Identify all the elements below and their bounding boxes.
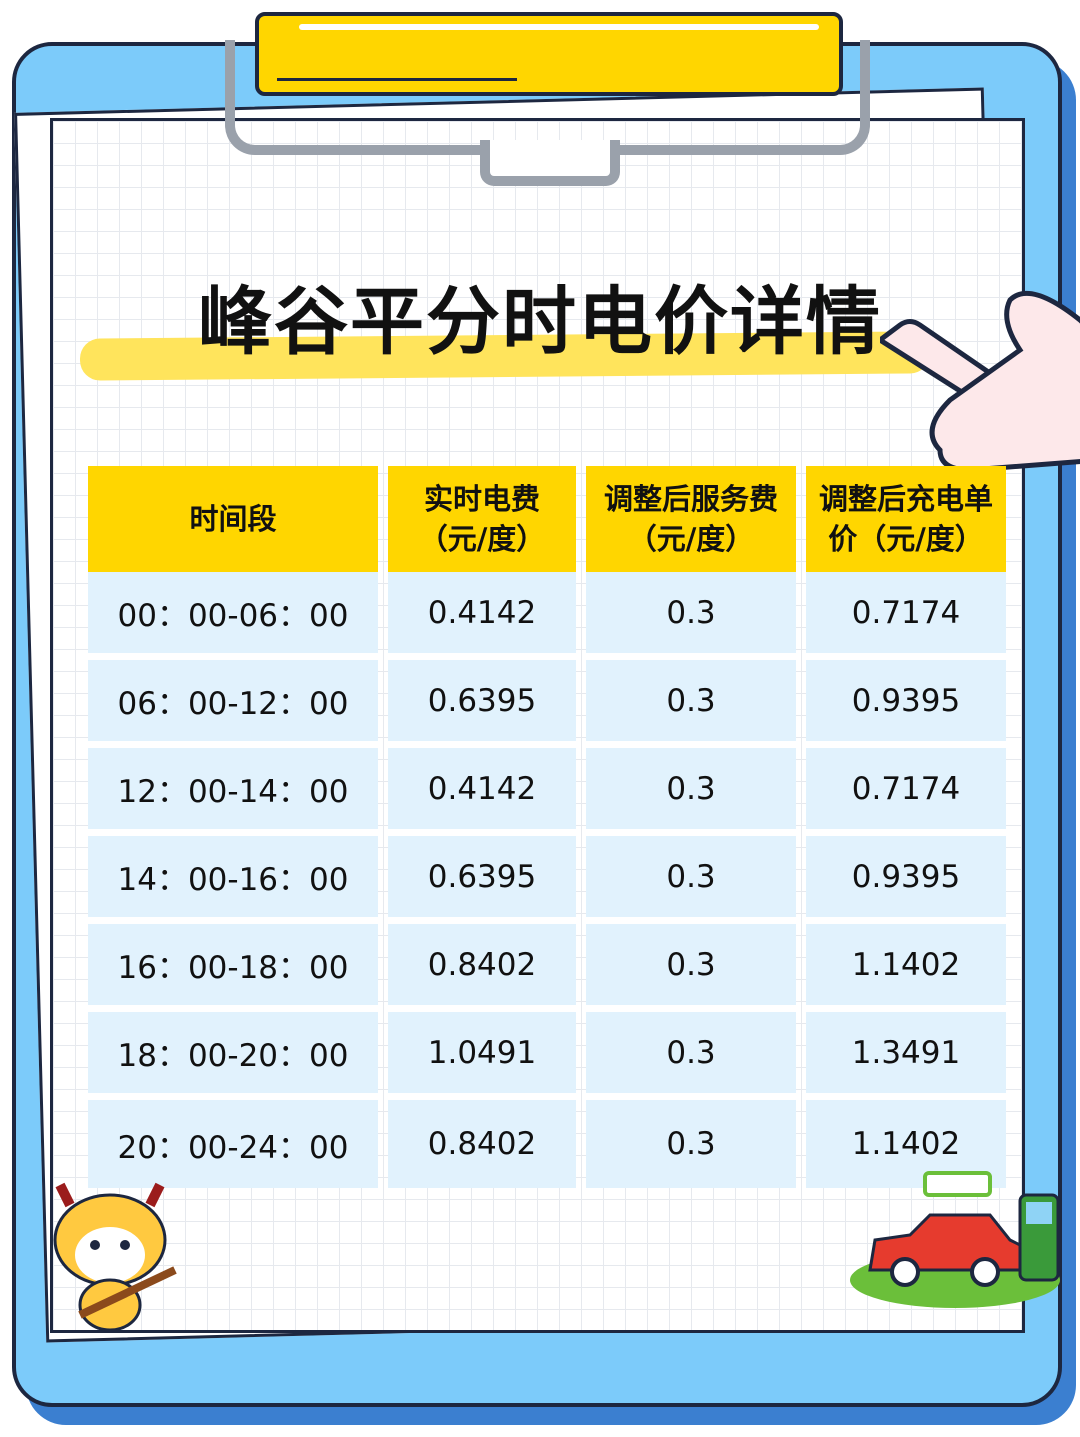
table-cell: 0.6395 [388,660,576,748]
electric-car-charging-icon [850,1171,1060,1308]
table-cell: 20：00-24：00 [88,1100,378,1188]
table-cell: 14：00-16：00 [88,836,378,924]
table-row: 00：00-06：00 0.4142 0.3 0.7174 [88,572,1006,660]
column-header: 调整后服务费（元/度） [586,466,796,572]
table-cell: 0.3 [586,660,796,748]
table-row: 06：00-12：00 0.6395 0.3 0.9395 [88,660,1006,748]
price-table: 时间段 实时电费（元/度） 调整后服务费（元/度） 调整后充电单价（元/度） 00：0… [78,466,1016,1188]
table-cell: 0.3 [586,924,796,1012]
column-header: 调整后充电单价（元/度） [806,466,1006,572]
table-cell: 0.4142 [388,748,576,836]
column-header: 时间段 [88,466,378,572]
table-row: 14：00-16：00 0.6395 0.3 0.9395 [88,836,1006,924]
deer-mascot-icon [53,1182,177,1332]
table-cell: 0.7174 [806,572,1006,660]
table-cell: 12：00-14：00 [88,748,378,836]
page-title: 峰谷平分时电价详情 [198,279,882,365]
table-cell: 1.0491 [388,1012,576,1100]
table-cell: 18：00-20：00 [88,1012,378,1100]
table-row: 20：00-24：00 0.8402 0.3 1.1402 [88,1100,1006,1188]
table-cell: 00：00-06：00 [88,572,378,660]
table-cell: 0.3 [586,572,796,660]
table-cell: 0.9395 [806,836,1006,924]
table-cell: 0.3 [586,836,796,924]
table-row: 12：00-14：00 0.4142 0.3 0.7174 [88,748,1006,836]
table-cell: 0.8402 [388,1100,576,1188]
column-header: 实时电费（元/度） [388,466,576,572]
pointing-hand-icon [880,290,1080,470]
table-cell: 0.4142 [388,572,576,660]
table-cell: 0.7174 [806,748,1006,836]
table-cell: 06：00-12：00 [88,660,378,748]
clip-notch [480,140,620,186]
table-cell: 0.3 [586,1100,796,1188]
table-row: 16：00-18：00 0.8402 0.3 1.1402 [88,924,1006,1012]
table-cell: 0.3 [586,748,796,836]
table-cell: 0.8402 [388,924,576,1012]
table-cell: 0.9395 [806,660,1006,748]
table-cell: 1.3491 [806,1012,1006,1100]
table-row: 18：00-20：00 1.0491 0.3 1.3491 [88,1012,1006,1100]
table-cell: 0.3 [586,1012,796,1100]
clip-bar [255,12,843,96]
table-cell: 0.6395 [388,836,576,924]
table-cell: 16：00-18：00 [88,924,378,1012]
table-cell: 1.1402 [806,924,1006,1012]
